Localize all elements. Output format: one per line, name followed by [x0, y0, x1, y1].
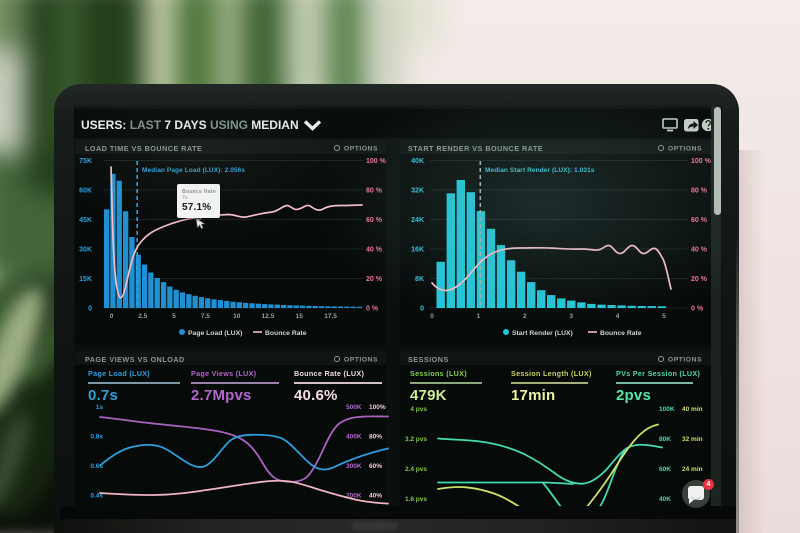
svg-text:3.2 pvs: 3.2 pvs — [405, 436, 427, 443]
svg-text:1s: 1s — [96, 404, 104, 411]
svg-text:12.5: 12.5 — [262, 313, 275, 320]
svg-text:20 %: 20 % — [691, 276, 708, 283]
svg-text:100 %: 100 % — [691, 158, 712, 165]
svg-text:Start Render (LUX): Start Render (LUX) — [512, 330, 573, 337]
svg-text:24 min: 24 min — [682, 466, 703, 473]
svg-text:2: 2 — [523, 313, 527, 320]
svg-text:Bounce Rate: Bounce Rate — [265, 330, 307, 337]
svg-text:100K: 100K — [659, 406, 675, 413]
svg-text:2.4 pvs: 2.4 pvs — [405, 466, 427, 473]
svg-text:32 min: 32 min — [682, 436, 703, 443]
svg-text:1.6 pvs: 1.6 pvs — [405, 496, 427, 503]
svg-text:60%: 60% — [369, 463, 382, 470]
svg-text:80 %: 80 % — [691, 188, 708, 195]
svg-text:0 %: 0 % — [691, 306, 704, 313]
svg-text:15: 15 — [296, 313, 304, 320]
svg-text:40 %: 40 % — [366, 247, 383, 254]
svg-text:200K: 200K — [346, 493, 362, 500]
svg-text:Median Start Render (LUX): 1.0: Median Start Render (LUX): 1.031s — [485, 167, 595, 174]
svg-text:4 pvs: 4 pvs — [410, 406, 427, 413]
svg-text:7.5: 7.5 — [201, 313, 210, 320]
svg-text:75K: 75K — [79, 158, 92, 165]
svg-text:0: 0 — [430, 313, 434, 320]
svg-text:20 %: 20 % — [366, 276, 383, 283]
svg-text:8K: 8K — [415, 276, 424, 283]
svg-text:15K: 15K — [79, 276, 92, 283]
svg-text:0 %: 0 % — [366, 306, 379, 313]
svg-text:24K: 24K — [411, 217, 424, 224]
svg-text:4: 4 — [616, 313, 620, 320]
svg-text:400K: 400K — [346, 434, 362, 441]
svg-text:Bounce Rate: Bounce Rate — [600, 330, 642, 337]
svg-text:0: 0 — [88, 306, 92, 313]
svg-text:0: 0 — [420, 306, 424, 313]
svg-text:30K: 30K — [79, 247, 92, 254]
svg-text:0.8s: 0.8s — [90, 434, 103, 441]
svg-text:80%: 80% — [369, 434, 382, 441]
svg-text:Page Load (LUX): Page Load (LUX) — [188, 330, 242, 337]
svg-text:5: 5 — [172, 313, 176, 320]
svg-text:10: 10 — [233, 313, 241, 320]
svg-text:2.5: 2.5 — [138, 313, 147, 320]
svg-text:60 %: 60 % — [366, 217, 383, 224]
svg-text:80K: 80K — [659, 436, 671, 443]
svg-text:1: 1 — [477, 313, 481, 320]
svg-text:40 min: 40 min — [682, 406, 703, 413]
svg-text:Median Page Load (LUX): 2.056s: Median Page Load (LUX): 2.056s — [142, 167, 245, 174]
svg-text:32K: 32K — [411, 188, 424, 195]
svg-text:40K: 40K — [659, 496, 671, 503]
svg-text:0.6s: 0.6s — [90, 463, 103, 470]
svg-text:0: 0 — [110, 313, 114, 320]
svg-text:45K: 45K — [79, 217, 92, 224]
svg-text:60K: 60K — [79, 188, 92, 195]
svg-text:40K: 40K — [411, 158, 424, 165]
svg-text:16K: 16K — [411, 247, 424, 254]
svg-text:3: 3 — [569, 313, 573, 320]
svg-text:300K: 300K — [346, 463, 362, 470]
svg-text:80 %: 80 % — [366, 188, 383, 195]
svg-text:100 %: 100 % — [366, 158, 387, 165]
svg-text:40 %: 40 % — [691, 247, 708, 254]
svg-text:5: 5 — [662, 313, 666, 320]
svg-text:60 %: 60 % — [691, 217, 708, 224]
svg-text:17.5: 17.5 — [324, 313, 337, 320]
svg-text:500K: 500K — [346, 404, 362, 411]
svg-text:0.4s: 0.4s — [90, 493, 103, 500]
svg-text:40%: 40% — [369, 493, 382, 500]
svg-text:100%: 100% — [369, 404, 386, 411]
svg-text:60K: 60K — [659, 466, 671, 473]
